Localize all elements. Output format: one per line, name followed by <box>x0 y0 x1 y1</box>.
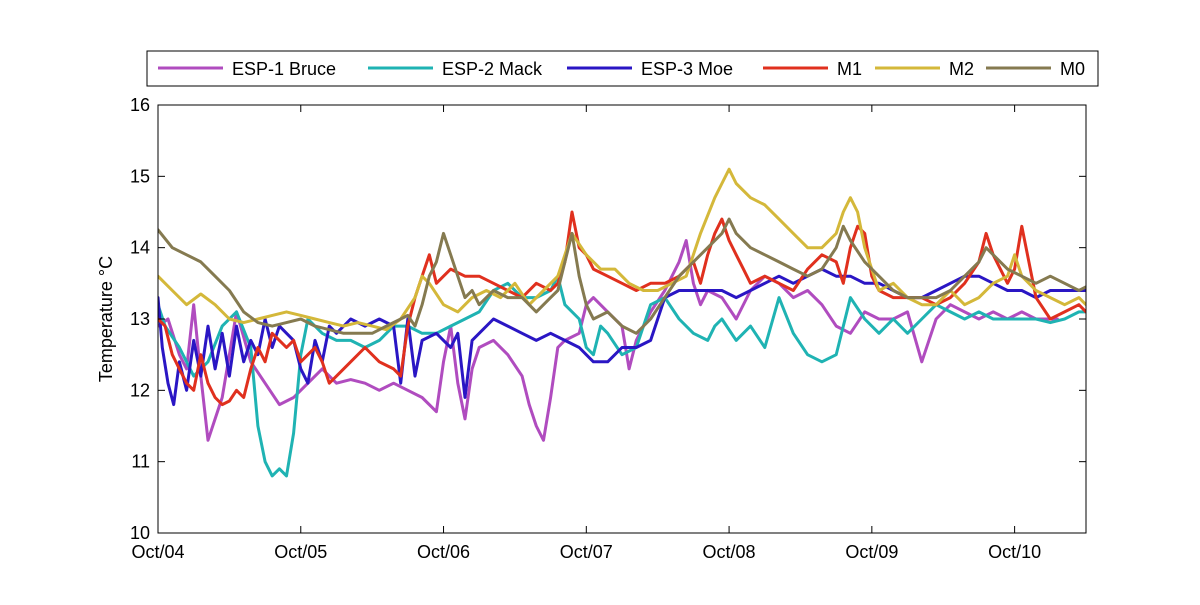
y-tick-label: 13 <box>130 309 150 329</box>
legend-label-m2: M2 <box>949 59 974 79</box>
x-tick-label: Oct/10 <box>988 542 1041 562</box>
series-line-esp-3-moe <box>158 267 1086 407</box>
legend-label-esp-2-mack: ESP-2 Mack <box>442 59 543 79</box>
x-tick-label: Oct/06 <box>417 542 470 562</box>
x-tick-label: Oct/08 <box>703 542 756 562</box>
y-tick-label: 14 <box>130 238 150 258</box>
y-tick-label: 16 <box>130 95 150 115</box>
legend-label-esp-1-bruce: ESP-1 Bruce <box>232 59 336 79</box>
legend: ESP-1 Bruce ESP-2 Mack ESP-3 Moe M1 M2 M0 <box>146 50 1099 87</box>
series-line-esp-2-mack <box>158 274 1086 478</box>
axis-layer: 10 11 12 13 14 15 16 Oct/04 Oct/05 Oct/06 Oct/07 Oc… <box>130 95 1086 562</box>
y-axis-label: Temperature °C <box>96 256 116 382</box>
series-line-m0 <box>158 217 1086 335</box>
y-tick-label: 15 <box>130 166 150 186</box>
x-tick-label: Oct/07 <box>560 542 613 562</box>
y-tick-label: 12 <box>130 380 150 400</box>
legend-label-m1: M1 <box>837 59 862 79</box>
x-tick-label: Oct/05 <box>274 542 327 562</box>
y-tick-label: 11 <box>131 452 150 472</box>
series-line-m2 <box>158 167 1086 332</box>
x-tick-label: Oct/09 <box>845 542 898 562</box>
y-tick-label: 10 <box>130 523 150 543</box>
x-tick-label: Oct/04 <box>131 542 184 562</box>
legend-label-m0: M0 <box>1060 59 1085 79</box>
series-layer <box>158 167 1086 478</box>
legend-label-esp-3-moe: ESP-3 Moe <box>641 59 733 79</box>
